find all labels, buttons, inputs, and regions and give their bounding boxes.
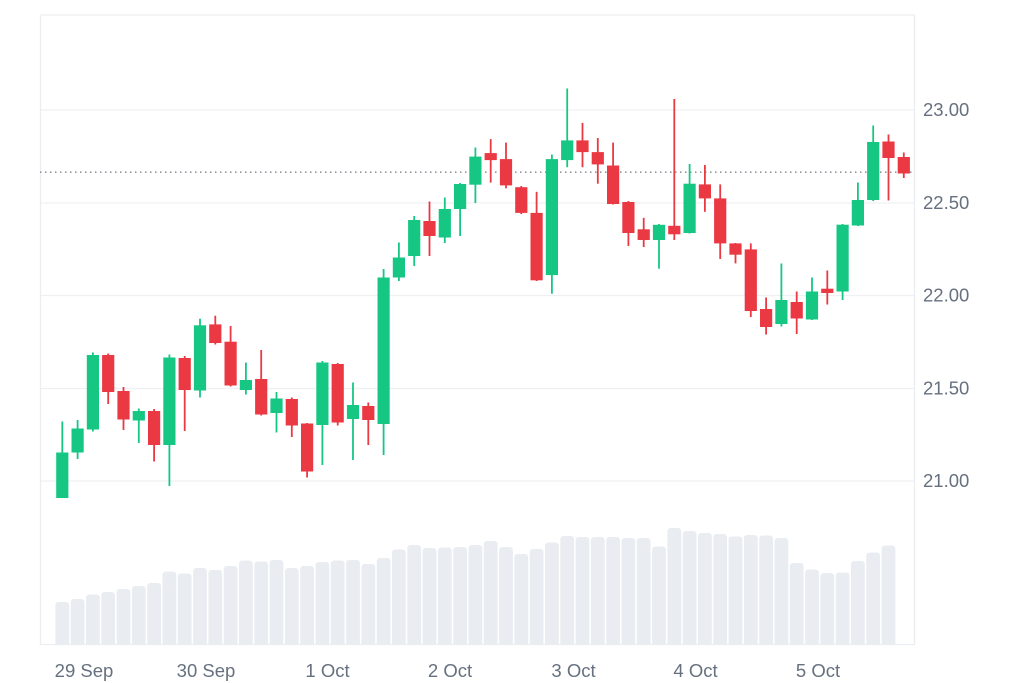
svg-text:2 Oct: 2 Oct: [428, 660, 472, 681]
svg-text:5 Oct: 5 Oct: [796, 660, 840, 681]
svg-text:22.50: 22.50: [923, 192, 969, 213]
svg-text:3 Oct: 3 Oct: [551, 660, 595, 681]
svg-text:21.50: 21.50: [923, 378, 969, 399]
svg-text:4 Oct: 4 Oct: [673, 660, 717, 681]
svg-text:22.00: 22.00: [923, 285, 969, 306]
svg-text:23.00: 23.00: [923, 99, 969, 120]
svg-text:29 Sep: 29 Sep: [55, 660, 114, 681]
svg-text:1 Oct: 1 Oct: [305, 660, 349, 681]
svg-text:30 Sep: 30 Sep: [177, 660, 236, 681]
svg-text:21.00: 21.00: [923, 470, 969, 491]
